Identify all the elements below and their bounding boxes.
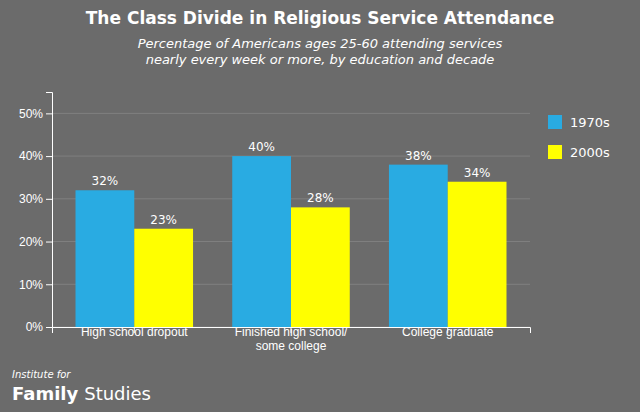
legend-swatch	[548, 115, 562, 129]
data-label: 23%	[150, 213, 177, 227]
data-label: 38%	[405, 149, 432, 163]
text-line: High school dropout	[81, 325, 188, 339]
tick-mark	[46, 327, 52, 328]
legend-swatch	[548, 145, 562, 159]
x-axis: High school dropout Finished high school/…	[53, 325, 531, 353]
tick-mark	[46, 284, 52, 285]
data-label: 28%	[307, 191, 334, 205]
data-label: 34%	[464, 166, 491, 180]
footer-large: Studies	[84, 383, 151, 404]
legend-item: 2000s	[548, 145, 610, 160]
tick: 30%	[19, 192, 52, 206]
tick-mark	[46, 156, 52, 157]
data-labels: 32% 40% 38% 23% 28% 34%	[92, 140, 491, 227]
text-line: nearly every week or more, by education …	[146, 52, 495, 67]
tick-mark	[46, 199, 52, 200]
tick-label: 10%	[19, 278, 43, 292]
tick: 0%	[26, 320, 52, 334]
bar	[389, 165, 448, 327]
tick-label: 20%	[19, 235, 43, 249]
bar	[448, 182, 507, 327]
tick-mark	[46, 113, 52, 114]
legend-item: 1970s	[548, 115, 610, 130]
tick-label: 0%	[26, 320, 44, 334]
footer-small: Institute for	[12, 369, 71, 380]
tick-label: 30%	[19, 192, 43, 206]
tick: 10%	[19, 278, 52, 292]
text-line: Finished high school/	[235, 325, 348, 339]
bar	[134, 229, 193, 327]
bar	[232, 156, 291, 327]
bars	[76, 156, 507, 327]
plot: 32% 40% 38% 23% 28% 34% 0% 10% 20% 30% 40% 50% High …	[19, 93, 531, 354]
data-label: 32%	[92, 174, 119, 188]
tick-label: Finished high school/some college	[235, 325, 348, 353]
tick: College graduate	[402, 325, 494, 339]
tick-label: High school dropout	[81, 325, 188, 339]
legend-label: 1970s	[570, 115, 610, 130]
tick: Finished high school/some college	[235, 325, 348, 353]
legend: 1970s 2000s	[548, 115, 610, 160]
text-line: College graduate	[402, 325, 494, 339]
y-axis: 0% 10% 20% 30% 40% 50%	[19, 93, 53, 335]
tick: High school dropout	[81, 325, 188, 339]
axis-line	[46, 93, 53, 328]
data-label: 40%	[248, 140, 275, 154]
legend-label: 2000s	[570, 145, 610, 160]
footer: Institute for Family Studies	[12, 369, 151, 404]
tick-label: 40%	[19, 149, 43, 163]
tick: 50%	[19, 107, 52, 121]
grid-line	[52, 113, 530, 114]
title: The Class Divide in Religious Service At…	[86, 8, 554, 28]
subtitle: Percentage of Americans ages 25-60 atten…	[138, 36, 503, 67]
footer-large: Family	[12, 383, 78, 404]
tick: 20%	[19, 235, 52, 249]
text-line: some college	[256, 339, 327, 353]
grid	[52, 113, 530, 327]
tick-mark	[46, 242, 52, 243]
tick-label: College graduate	[402, 325, 494, 339]
tick-label: 50%	[19, 107, 43, 121]
bar	[291, 207, 350, 327]
tick: 40%	[19, 149, 52, 163]
background	[0, 0, 640, 412]
chart: The Class Divide in Religious Service At…	[0, 0, 640, 412]
bar	[76, 190, 135, 327]
text-line: Percentage of Americans ages 25-60 atten…	[138, 36, 503, 51]
